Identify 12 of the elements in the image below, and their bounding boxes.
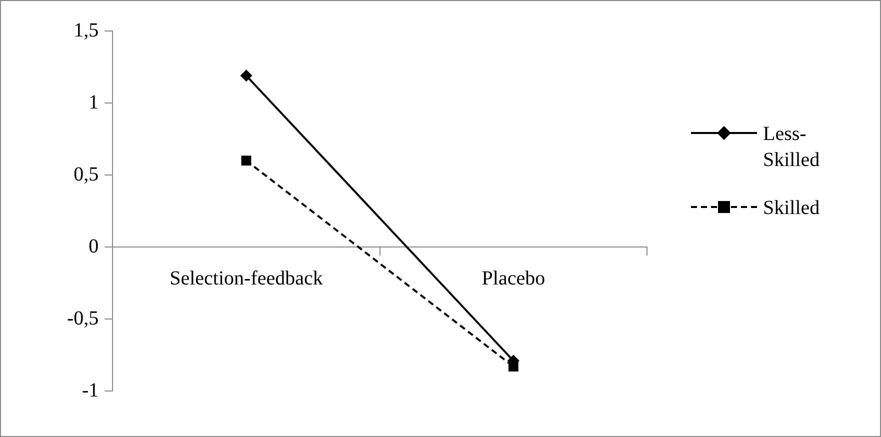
point [241,156,252,166]
y-tick-label: 0 [88,235,99,258]
y-tick-label: -1 [82,379,99,402]
y-tick-label: -0,5 [66,307,99,330]
legend-label: Less-Skilled [763,122,821,173]
x-tick-label: Selection-feedback [170,267,323,290]
point [240,70,252,82]
y-tick-label: 1 [88,91,99,114]
y-tick-label: 0,5 [74,163,99,186]
legend-label: Skilled [763,196,821,221]
x-tick-label: Placebo [482,267,546,290]
y-tick-label: 1,5 [74,19,99,42]
